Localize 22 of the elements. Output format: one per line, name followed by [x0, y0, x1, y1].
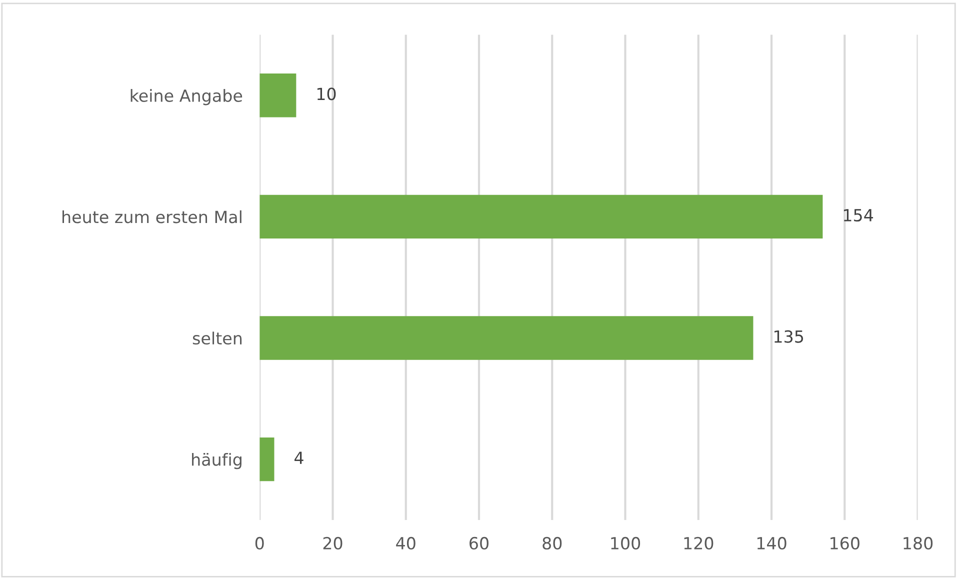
y-tick-label: selten — [192, 332, 242, 345]
x-tick-label: 80 — [542, 536, 562, 550]
x-tick-label: 140 — [757, 536, 786, 550]
data-label: 135 — [774, 330, 804, 343]
bar — [260, 316, 754, 360]
data-label: 4 — [294, 452, 304, 464]
bar — [260, 194, 823, 239]
x-tick-label: 40 — [396, 536, 416, 550]
x-tick-label: 160 — [830, 536, 860, 550]
x-tick-label: 180 — [904, 536, 933, 550]
data-label: 10 — [317, 88, 336, 100]
x-tick-label: 0 — [255, 536, 264, 550]
x-tick-label: 60 — [470, 536, 488, 550]
x-tick-label: 120 — [684, 536, 714, 550]
y-tick-label: heute zum ersten Mal — [62, 210, 242, 224]
x-tick-label: 20 — [323, 536, 342, 550]
bar — [260, 74, 296, 118]
data-label: 154 — [844, 209, 874, 222]
y-tick-label: keine Angabe — [130, 89, 242, 106]
x-tick-label: 100 — [611, 536, 640, 550]
bar — [260, 437, 274, 482]
y-tick-label: häufig — [192, 452, 242, 470]
